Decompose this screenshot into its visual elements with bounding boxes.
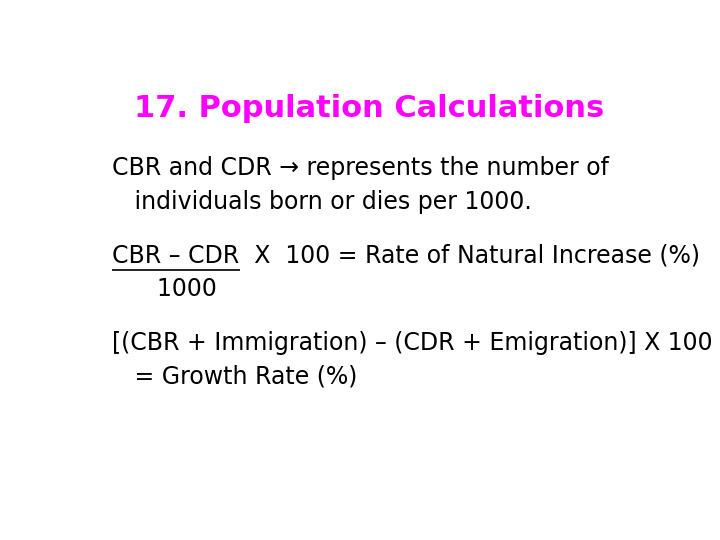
Text: individuals born or dies per 1000.: individuals born or dies per 1000. xyxy=(112,190,532,213)
Text: 17. Population Calculations: 17. Population Calculations xyxy=(134,94,604,123)
Text: 1000: 1000 xyxy=(112,277,217,301)
Text: = Growth Rate (%): = Growth Rate (%) xyxy=(112,364,358,388)
Text: CBR – CDR: CBR – CDR xyxy=(112,244,240,268)
Text: CBR and CDR → represents the number of: CBR and CDR → represents the number of xyxy=(112,156,609,180)
Text: [(CBR + Immigration) – (CDR + Emigration)] X 100: [(CBR + Immigration) – (CDR + Emigration… xyxy=(112,331,713,355)
Text: CBR – CDR  X  100 = Rate of Natural Increase (%): CBR – CDR X 100 = Rate of Natural Increa… xyxy=(112,244,701,268)
